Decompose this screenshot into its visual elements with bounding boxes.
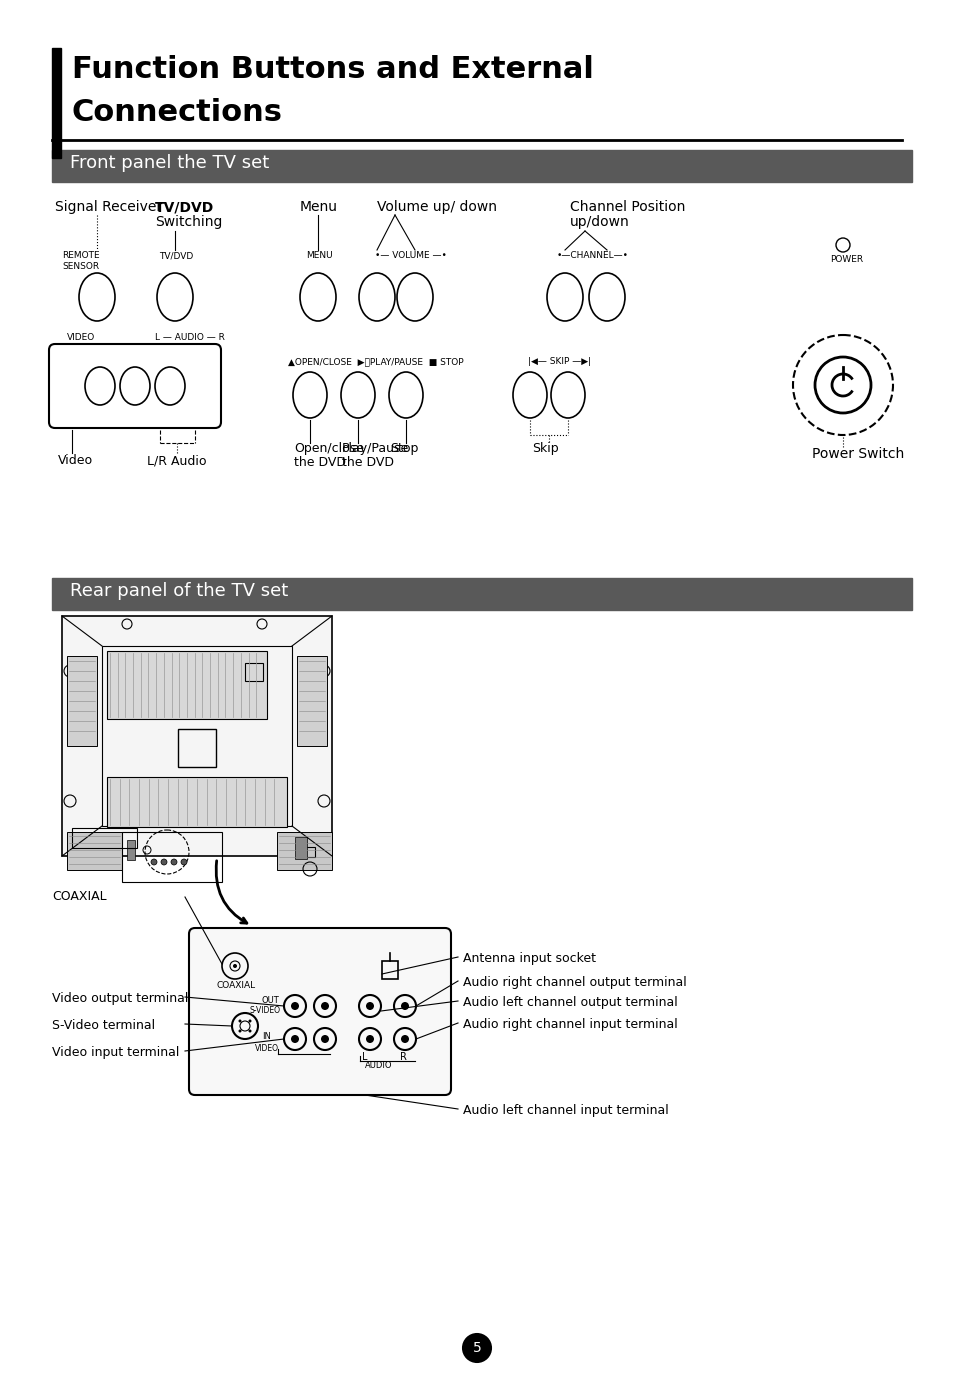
Circle shape bbox=[238, 1019, 241, 1022]
Text: Rear panel of the TV set: Rear panel of the TV set bbox=[70, 581, 288, 599]
Text: R: R bbox=[399, 1052, 406, 1062]
Text: Audio right channel output terminal: Audio right channel output terminal bbox=[462, 976, 686, 989]
Bar bbox=[296, 656, 327, 746]
Circle shape bbox=[171, 859, 177, 865]
Bar bbox=[67, 656, 97, 746]
Text: S-VIDEO: S-VIDEO bbox=[250, 1005, 281, 1015]
Bar bbox=[52, 579, 911, 610]
Text: the DVD: the DVD bbox=[341, 456, 394, 470]
Text: Play/Pause: Play/Pause bbox=[341, 442, 409, 454]
Circle shape bbox=[462, 1334, 491, 1362]
Circle shape bbox=[233, 964, 236, 968]
Text: Audio left channel output terminal: Audio left channel output terminal bbox=[462, 996, 677, 1010]
Text: REMOTE: REMOTE bbox=[62, 251, 99, 260]
Text: Switching: Switching bbox=[154, 215, 222, 229]
Circle shape bbox=[291, 1003, 298, 1010]
Circle shape bbox=[320, 1034, 329, 1043]
Bar bbox=[178, 729, 215, 766]
Text: OUT: OUT bbox=[262, 996, 279, 1005]
Text: S-Video terminal: S-Video terminal bbox=[52, 1019, 155, 1032]
Text: VIDEO: VIDEO bbox=[254, 1044, 278, 1052]
Text: the DVD: the DVD bbox=[294, 456, 346, 470]
Bar bbox=[52, 151, 911, 182]
Circle shape bbox=[291, 1034, 298, 1043]
Text: Front panel the TV set: Front panel the TV set bbox=[70, 155, 269, 173]
Text: L/R Audio: L/R Audio bbox=[147, 454, 206, 467]
Text: Video: Video bbox=[58, 454, 93, 467]
Text: Stop: Stop bbox=[390, 442, 418, 454]
Text: •—CHANNEL—•: •—CHANNEL—• bbox=[557, 251, 628, 260]
Text: Video output terminal: Video output terminal bbox=[52, 992, 188, 1005]
Text: Audio right channel input terminal: Audio right channel input terminal bbox=[462, 1018, 677, 1032]
Text: Volume up/ down: Volume up/ down bbox=[376, 200, 497, 214]
Circle shape bbox=[400, 1003, 409, 1010]
Circle shape bbox=[161, 859, 167, 865]
Text: COAXIAL: COAXIAL bbox=[52, 889, 107, 903]
Text: Menu: Menu bbox=[299, 200, 337, 214]
Text: up/down: up/down bbox=[569, 215, 629, 229]
Text: AUDIO: AUDIO bbox=[365, 1061, 392, 1070]
Text: TV/DVD: TV/DVD bbox=[159, 251, 193, 260]
Circle shape bbox=[400, 1034, 409, 1043]
Text: Open/close: Open/close bbox=[294, 442, 364, 454]
Circle shape bbox=[366, 1003, 374, 1010]
Text: Power Switch: Power Switch bbox=[811, 447, 903, 461]
Text: Channel Position: Channel Position bbox=[569, 200, 684, 214]
Text: L — AUDIO — R: L — AUDIO — R bbox=[154, 333, 225, 342]
Text: 5: 5 bbox=[472, 1341, 481, 1355]
Text: MENU: MENU bbox=[306, 251, 333, 260]
Bar bbox=[107, 778, 287, 827]
Circle shape bbox=[320, 1003, 329, 1010]
Text: IN: IN bbox=[262, 1032, 271, 1041]
Circle shape bbox=[181, 859, 187, 865]
Text: Antenna input socket: Antenna input socket bbox=[462, 952, 596, 965]
Bar bbox=[127, 840, 135, 860]
Text: Connections: Connections bbox=[71, 98, 283, 127]
Bar bbox=[52, 48, 61, 157]
Text: Skip: Skip bbox=[532, 442, 558, 454]
Text: L: L bbox=[361, 1052, 367, 1062]
Bar bbox=[71, 829, 137, 848]
Bar bbox=[122, 831, 222, 882]
Text: SENSOR: SENSOR bbox=[62, 262, 99, 271]
Circle shape bbox=[366, 1034, 374, 1043]
Circle shape bbox=[248, 1029, 252, 1033]
Text: VIDEO: VIDEO bbox=[67, 333, 95, 342]
Bar bbox=[245, 663, 263, 681]
Bar bbox=[67, 831, 122, 870]
Circle shape bbox=[151, 859, 157, 865]
Bar bbox=[305, 847, 314, 858]
Bar bbox=[276, 831, 332, 870]
Bar bbox=[294, 837, 307, 859]
Text: Video input terminal: Video input terminal bbox=[52, 1045, 179, 1059]
Text: Signal Receiver: Signal Receiver bbox=[55, 200, 162, 214]
Circle shape bbox=[248, 1019, 252, 1022]
Text: COAXIAL: COAXIAL bbox=[216, 981, 255, 990]
Bar bbox=[102, 646, 292, 826]
Text: |◀— SKIP —▶|: |◀— SKIP —▶| bbox=[527, 358, 591, 366]
Text: •— VOLUME —•: •— VOLUME —• bbox=[375, 251, 446, 260]
Text: Function Buttons and External: Function Buttons and External bbox=[71, 55, 594, 84]
Text: TV/DVD: TV/DVD bbox=[154, 200, 214, 214]
FancyBboxPatch shape bbox=[189, 928, 451, 1095]
Circle shape bbox=[238, 1029, 241, 1033]
Text: ▲OPEN/CLOSE  ▶⏯PLAY/PAUSE  ■ STOP: ▲OPEN/CLOSE ▶⏯PLAY/PAUSE ■ STOP bbox=[288, 358, 463, 366]
Bar bbox=[107, 650, 267, 720]
Bar bbox=[62, 616, 332, 856]
Text: Audio left channel input terminal: Audio left channel input terminal bbox=[462, 1103, 668, 1117]
Bar bbox=[381, 961, 397, 979]
Text: POWER: POWER bbox=[829, 255, 862, 264]
